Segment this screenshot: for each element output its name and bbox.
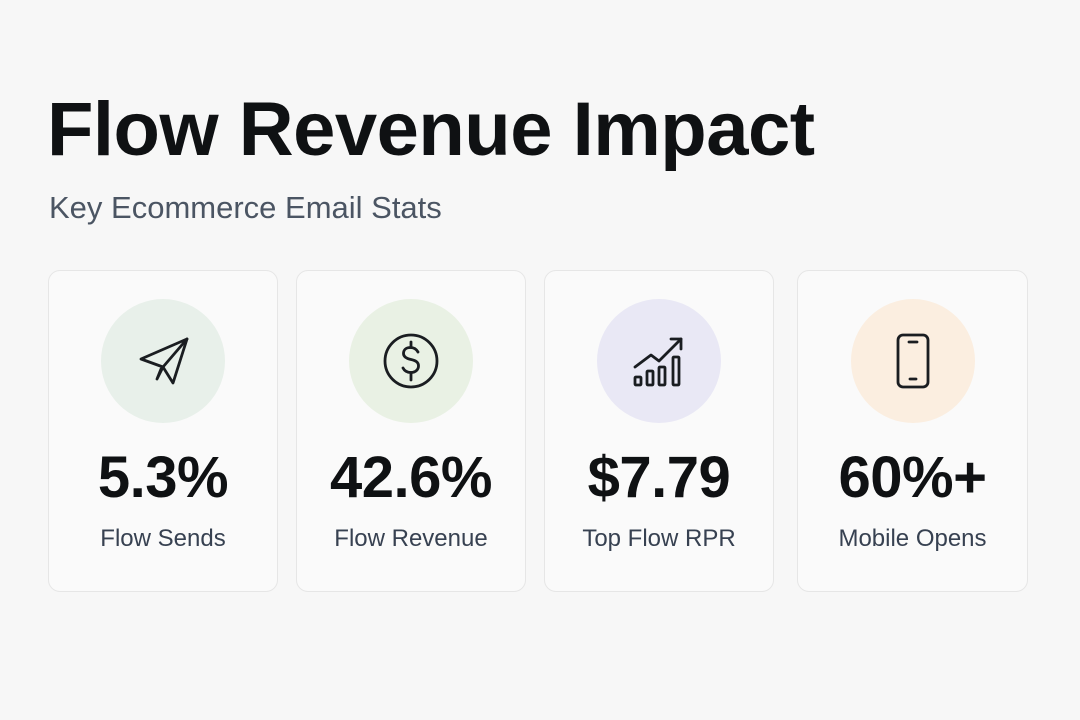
stat-label: Mobile Opens — [838, 525, 987, 552]
stat-card-flow-sends: 5.3% Flow Sends — [48, 270, 278, 592]
growth-chart-icon — [633, 337, 683, 387]
stat-card-top-flow-rpr: $7.79 Top Flow RPR — [544, 270, 774, 592]
stat-label: Top Flow RPR — [582, 525, 736, 552]
paper-plane-icon — [139, 337, 189, 385]
stat-label: Flow Sends — [100, 525, 226, 552]
stat-card-mobile-opens: 60%+ Mobile Opens — [797, 270, 1028, 592]
icon-badge — [349, 299, 473, 423]
stat-value: 60%+ — [838, 445, 987, 510]
stat-value: 42.6% — [330, 445, 492, 510]
page-subtitle: Key Ecommerce Email Stats — [49, 190, 442, 225]
stat-value: 5.3% — [97, 445, 229, 510]
smartphone-icon — [896, 333, 929, 389]
stat-value: $7.79 — [587, 445, 731, 510]
dollar-coin-icon — [383, 333, 439, 389]
stat-label: Flow Revenue — [334, 525, 488, 552]
icon-badge — [597, 299, 721, 423]
stat-card-flow-revenue: 42.6% Flow Revenue — [296, 270, 526, 592]
page-title: Flow Revenue Impact — [47, 87, 815, 172]
icon-badge — [850, 299, 975, 423]
icon-badge — [101, 299, 225, 423]
